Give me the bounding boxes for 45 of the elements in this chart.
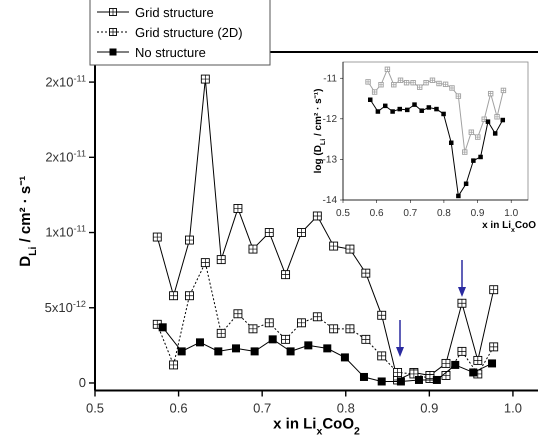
x-tick-label: 0.7 xyxy=(403,208,418,219)
y-tick-label: -11 xyxy=(323,73,338,84)
x-axis-title: x in Li$_{x}$CoO xyxy=(482,220,536,234)
point xyxy=(390,109,395,114)
point xyxy=(434,106,439,112)
x-axis-title: x in Li$_{x}$CoO$_{2}$ xyxy=(273,416,360,438)
x-tick-label: 0.5 xyxy=(336,208,350,219)
y-tick-label: -14 xyxy=(322,195,338,206)
y-tick-label: 0 xyxy=(78,375,86,390)
y-tick-label: 1x10$^{-11}$ xyxy=(45,224,86,240)
legend-label: No structure xyxy=(135,45,206,60)
point xyxy=(478,154,483,160)
x-tick-label: 0.9 xyxy=(420,400,438,416)
point xyxy=(492,131,498,136)
y-tick-label: -12 xyxy=(322,114,338,126)
point xyxy=(500,118,506,122)
y-tick-label: -13 xyxy=(322,154,338,166)
legend-label: Grid structure (2D) xyxy=(135,25,243,40)
x-tick-label: 0.9 xyxy=(470,208,485,219)
point xyxy=(441,112,446,116)
x-tick-label: 1.0 xyxy=(504,400,522,416)
point xyxy=(419,108,424,113)
point xyxy=(382,104,388,108)
point xyxy=(412,102,417,107)
y-tick-label: 2x10$^{-11}$ xyxy=(45,73,86,90)
x-tick-label: 0.7 xyxy=(253,400,272,416)
point xyxy=(471,158,476,163)
x-tick-label: 0.8 xyxy=(336,400,355,416)
point xyxy=(397,106,402,112)
point xyxy=(404,108,410,112)
point xyxy=(448,140,454,146)
point xyxy=(368,97,372,102)
x-tick-label: 0.6 xyxy=(170,400,188,416)
legend-label: Grid structure xyxy=(135,5,214,20)
point xyxy=(456,194,461,198)
y-tick-label: 5x10$^{-12}$ xyxy=(44,298,86,315)
point xyxy=(376,109,380,114)
x-tick-label: 0.5 xyxy=(86,400,104,416)
point xyxy=(464,182,468,186)
y-tick-label: 2x10$^{-11}$ xyxy=(45,148,86,164)
x-tick-label: 0.6 xyxy=(370,208,384,219)
x-tick-label: 1.0 xyxy=(504,208,519,219)
x-tick-label: 0.8 xyxy=(436,208,452,219)
point xyxy=(426,105,432,110)
point xyxy=(486,119,490,124)
